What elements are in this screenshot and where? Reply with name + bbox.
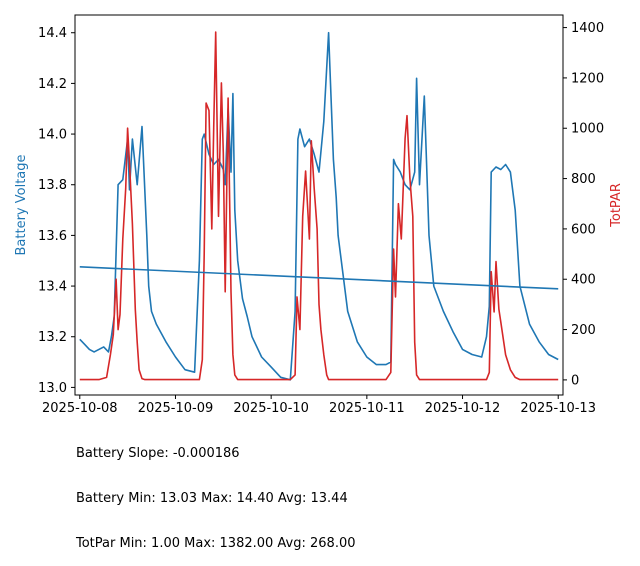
chart: Battery Voltage TotPAR 2025-10-08 2025-10… [14,14,624,416]
stats-battery: Battery Min: 13.03 Max: 14.40 Avg: 13.44 [76,491,348,506]
y-left-tick-label: 13.2 [38,330,67,345]
totpar-line [79,31,559,381]
left-axis-title: Battery Voltage [14,154,29,255]
x-tick-label: 2025-10-10 [233,401,309,416]
x-tick-label: 2025-10-08 [42,401,118,416]
y-left-tick-label: 13.0 [38,381,67,396]
y-right-tick-label: 800 [571,172,596,187]
y-right-tick-label: 200 [571,323,596,338]
y-right-tick-label: 0 [571,373,579,388]
y-left-tick-label: 14.2 [38,77,67,92]
y-right-tick-label: 600 [571,222,596,237]
x-tick-label: 2025-10-13 [520,401,596,416]
stats-totpar: TotPar Min: 1.00 Max: 1382.00 Avg: 268.0… [76,536,356,551]
y-left-tick-label: 14.0 [38,128,67,143]
battery-voltage-line [79,31,559,381]
stats-slope: Battery Slope: -0.000186 [76,446,240,461]
y-right-tick-label: 1400 [571,21,604,36]
y-left-tick-label: 13.4 [38,280,67,295]
plot-frame [74,14,564,396]
y-right-tick-label: 1200 [571,71,604,86]
battery-trend-line [79,266,559,290]
right-axis-title: TotPAR [609,183,624,228]
y-left-tick-label: 13.8 [38,178,67,193]
y-right-tick-label: 1000 [571,122,604,137]
y-left-tick-label: 13.6 [38,229,67,244]
y-left-tick-label: 14.4 [38,26,67,41]
y-right-tick-label: 400 [571,273,596,288]
x-tick-label: 2025-10-12 [425,401,501,416]
x-tick-label: 2025-10-11 [329,401,405,416]
stats-block: Battery Slope: -0.000186 Battery Min: 13… [76,416,356,566]
x-tick-label: 2025-10-09 [138,401,214,416]
